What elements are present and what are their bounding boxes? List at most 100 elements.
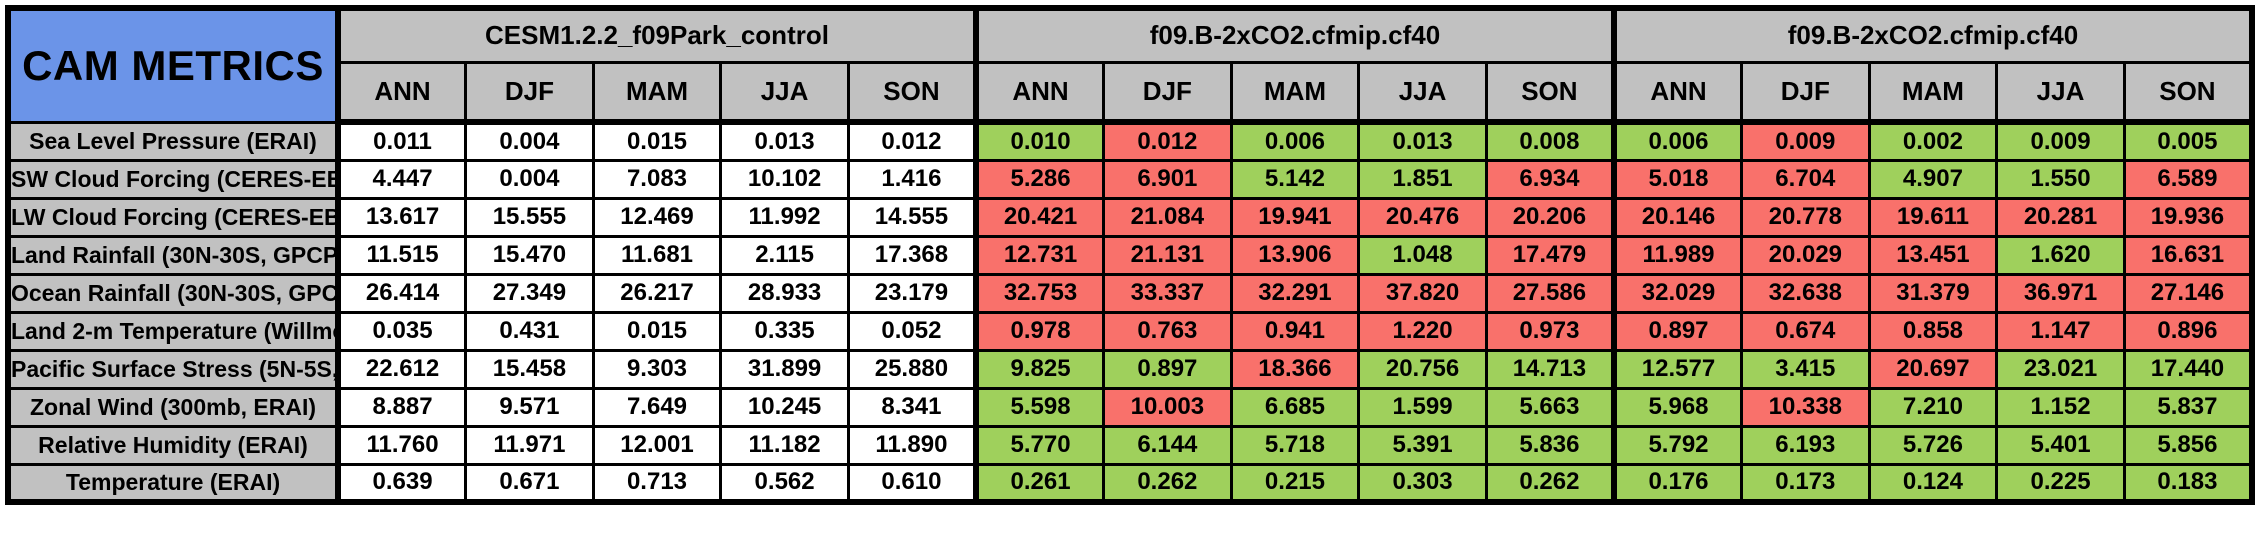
exp2-value-cell: 6.589 xyxy=(2122,158,2254,200)
exp1-value-cell: 0.010 xyxy=(972,120,1106,162)
control-value-cell: 23.179 xyxy=(846,272,978,314)
control-value-cell: 0.015 xyxy=(591,120,723,162)
exp1-value-cell: 13.906 xyxy=(1229,234,1361,276)
metric-row-label: Land 2-m Temperature (Willmott) xyxy=(6,310,340,352)
exp2-value-cell: 0.183 xyxy=(2122,462,2254,504)
exp1-value-cell: 10.003 xyxy=(1102,386,1233,428)
exp2-value-cell: 1.147 xyxy=(1995,310,2126,352)
exp2-value-cell: 5.401 xyxy=(1995,424,2126,466)
exp2-value-cell: 5.792 xyxy=(1610,424,1744,466)
exp1-value-cell: 20.206 xyxy=(1484,196,1616,238)
control-value-cell: 0.012 xyxy=(846,120,978,162)
metric-row-label: Pacific Surface Stress (5N-5S,ERS) xyxy=(6,348,340,390)
control-value-cell: 12.469 xyxy=(591,196,723,238)
control-value-cell: 26.414 xyxy=(335,272,468,314)
metric-row: Ocean Rainfall (30N-30S, GPCP) 26.414 27.3… xyxy=(6,272,2254,314)
exp2-value-cell: 5.726 xyxy=(1867,424,1999,466)
season-header-group2-son: SON xyxy=(2122,60,2254,125)
season-header-group0-mam: MAM xyxy=(591,60,723,125)
exp2-value-cell: 23.021 xyxy=(1995,348,2126,390)
control-value-cell: 11.971 xyxy=(464,424,595,466)
exp2-value-cell: 19.936 xyxy=(2122,196,2254,238)
exp1-value-cell: 0.012 xyxy=(1102,120,1233,162)
exp1-value-cell: 1.220 xyxy=(1357,310,1488,352)
metric-row-label: Land Rainfall (30N-30S, GPCP) xyxy=(6,234,340,276)
control-value-cell: 7.649 xyxy=(591,386,723,428)
exp1-value-cell: 6.685 xyxy=(1229,386,1361,428)
control-value-cell: 7.083 xyxy=(591,158,723,200)
control-value-cell: 11.515 xyxy=(335,234,468,276)
exp2-value-cell: 6.704 xyxy=(1740,158,1871,200)
exp2-value-cell: 1.152 xyxy=(1995,386,2126,428)
metric-row: Sea Level Pressure (ERAI) 0.011 0.004 0.015… xyxy=(6,120,2254,162)
exp1-value-cell: 27.586 xyxy=(1484,272,1616,314)
exp2-value-cell: 13.451 xyxy=(1867,234,1999,276)
control-value-cell: 0.610 xyxy=(846,462,978,504)
exp1-value-cell: 20.421 xyxy=(972,196,1106,238)
control-value-cell: 0.013 xyxy=(719,120,850,162)
exp2-value-cell: 0.124 xyxy=(1867,462,1999,504)
exp2-value-cell: 4.907 xyxy=(1867,158,1999,200)
control-value-cell: 15.470 xyxy=(464,234,595,276)
control-value-cell: 15.555 xyxy=(464,196,595,238)
exp2-value-cell: 0.896 xyxy=(2122,310,2254,352)
exp2-value-cell: 7.210 xyxy=(1867,386,1999,428)
exp1-value-cell: 0.303 xyxy=(1357,462,1488,504)
control-value-cell: 11.890 xyxy=(846,424,978,466)
exp2-value-cell: 3.415 xyxy=(1740,348,1871,390)
exp2-value-cell: 20.029 xyxy=(1740,234,1871,276)
exp1-value-cell: 6.934 xyxy=(1484,158,1616,200)
metric-row: Temperature (ERAI) 0.639 0.671 0.713 0.562 0.… xyxy=(6,462,2254,504)
exp1-value-cell: 1.048 xyxy=(1357,234,1488,276)
control-value-cell: 13.617 xyxy=(335,196,468,238)
metric-row: Pacific Surface Stress (5N-5S,ERS)22.612… xyxy=(6,348,2254,390)
exp2-value-cell: 0.005 xyxy=(2122,120,2254,162)
exp1-value-cell: 19.941 xyxy=(1229,196,1361,238)
exp1-value-cell: 18.366 xyxy=(1229,348,1361,390)
cam-metrics-table: CAM METRICS CESM1.2.2_f09Park_control f0… xyxy=(5,5,2255,505)
group-header-row: CAM METRICS CESM1.2.2_f09Park_control f0… xyxy=(6,6,2254,124)
control-value-cell: 0.004 xyxy=(464,158,595,200)
exp1-value-cell: 9.825 xyxy=(972,348,1106,390)
control-value-cell: 22.612 xyxy=(335,348,468,390)
exp1-value-cell: 20.756 xyxy=(1357,348,1488,390)
exp2-value-cell: 0.858 xyxy=(1867,310,1999,352)
control-value-cell: 0.052 xyxy=(846,310,978,352)
exp1-value-cell: 0.941 xyxy=(1229,310,1361,352)
exp2-value-cell: 17.440 xyxy=(2122,348,2254,390)
exp1-value-cell: 1.599 xyxy=(1357,386,1488,428)
control-value-cell: 26.217 xyxy=(591,272,723,314)
control-value-cell: 0.004 xyxy=(464,120,595,162)
exp2-value-cell: 0.674 xyxy=(1740,310,1871,352)
exp1-value-cell: 21.131 xyxy=(1102,234,1233,276)
group-header-exp2: f09.B-2xCO2.cfmip.cf40 xyxy=(1610,6,2254,64)
exp2-value-cell: 27.146 xyxy=(2122,272,2254,314)
control-value-cell: 9.571 xyxy=(464,386,595,428)
exp1-value-cell: 6.144 xyxy=(1102,424,1233,466)
season-header-group1-son: SON xyxy=(1484,60,1616,125)
exp1-value-cell: 32.291 xyxy=(1229,272,1361,314)
exp1-value-cell: 0.261 xyxy=(972,462,1106,504)
exp2-value-cell: 19.611 xyxy=(1867,196,1999,238)
control-value-cell: 4.447 xyxy=(335,158,468,200)
season-header-group2-djf: DJF xyxy=(1740,60,1871,125)
exp2-value-cell: 5.837 xyxy=(2122,386,2254,428)
exp2-value-cell: 20.146 xyxy=(1610,196,1744,238)
control-value-cell: 31.899 xyxy=(719,348,850,390)
exp2-value-cell: 0.897 xyxy=(1610,310,1744,352)
exp2-value-cell: 5.856 xyxy=(2122,424,2254,466)
exp1-value-cell: 5.836 xyxy=(1484,424,1616,466)
exp2-value-cell: 0.176 xyxy=(1610,462,1744,504)
control-value-cell: 8.887 xyxy=(335,386,468,428)
metric-row: LW Cloud Forcing (CERES-EBAF)13.61715.55… xyxy=(6,196,2254,238)
exp1-value-cell: 6.901 xyxy=(1102,158,1233,200)
exp1-value-cell: 33.337 xyxy=(1102,272,1233,314)
exp1-value-cell: 5.663 xyxy=(1484,386,1616,428)
exp1-value-cell: 14.713 xyxy=(1484,348,1616,390)
season-header-group2-ann: ANN xyxy=(1610,60,1744,125)
season-header-group1-mam: MAM xyxy=(1229,60,1361,125)
exp1-value-cell: 0.262 xyxy=(1102,462,1233,504)
metric-row-label: Relative Humidity (ERAI) xyxy=(6,424,340,466)
exp2-value-cell: 5.018 xyxy=(1610,158,1744,200)
season-header-group0-jja: JJA xyxy=(719,60,850,125)
